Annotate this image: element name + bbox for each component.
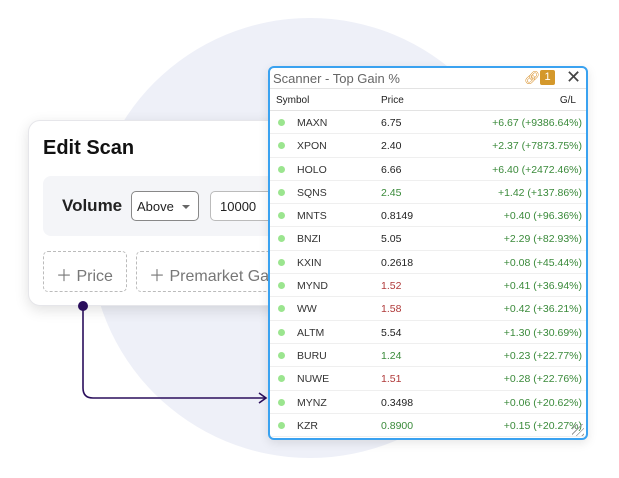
status-dot	[278, 142, 285, 150]
table-row[interactable]: WW 1.58 +0.42 (+36.21%)	[270, 297, 586, 321]
chevron-down-icon	[182, 205, 190, 209]
column-gl[interactable]: G/L	[559, 95, 576, 106]
table-row[interactable]: MYNZ 0.3498 +0.06 (+20.62%)	[270, 391, 586, 414]
symbol: KXIN	[297, 256, 322, 269]
symbol: BNZI	[297, 233, 321, 246]
table-row[interactable]: BURU 1.24 +0.23 (+22.77%)	[270, 344, 586, 368]
gain-loss: +0.06 (+20.62%)	[503, 396, 582, 409]
status-dot	[278, 258, 285, 266]
symbol: WW	[297, 303, 317, 316]
symbol: HOLO	[297, 163, 327, 176]
status-dot	[278, 421, 285, 429]
status-dot	[278, 375, 285, 383]
gain-loss: +0.41 (+36.94%)	[503, 280, 582, 293]
symbol: MYNZ	[297, 396, 327, 409]
symbol: NUWE	[297, 373, 330, 386]
link-icon[interactable]: 🔗︎	[524, 70, 541, 85]
price: 2.45	[381, 186, 402, 199]
column-headers: Symbol Price G/L	[270, 89, 586, 111]
scanner-rows: MAXN 6.75 +6.67 (+9386.64%) XPON 2.40 +2.37 (…	[270, 111, 586, 438]
symbol: BURU	[297, 349, 327, 362]
symbol: ALTM	[297, 326, 325, 339]
button-label: Price	[76, 268, 113, 285]
column-price[interactable]: Price	[381, 95, 404, 106]
symbol: KZR	[297, 419, 318, 432]
button-label: Premarket Ga	[169, 268, 270, 285]
comparator-value: Above	[137, 199, 174, 214]
price: 6.75	[381, 117, 402, 129]
status-dot	[278, 212, 285, 220]
link-group-badge[interactable]: 1	[540, 70, 555, 85]
symbol: MNTS	[297, 210, 327, 223]
add-premarket-gain-button[interactable]: ＋ Premarket Ga	[136, 251, 336, 292]
status-dot	[278, 351, 285, 359]
price: 6.66	[381, 163, 402, 176]
status-dot	[278, 188, 285, 196]
price: 0.3498	[381, 396, 414, 409]
panel-header: Scanner - Top Gain % 🔗︎ 1 ✕	[270, 68, 586, 89]
status-dot	[278, 119, 285, 126]
gain-loss: +1.30 (+30.69%)	[503, 326, 582, 339]
price: 0.8900	[381, 419, 414, 432]
plus-icon: ＋	[56, 268, 73, 285]
resize-grip[interactable]	[572, 424, 584, 436]
status-dot	[278, 282, 285, 290]
panel-title: Scanner - Top Gain %	[273, 71, 400, 86]
price: 1.51	[381, 373, 402, 386]
table-row[interactable]: MYND 1.52 +0.41 (+36.94%)	[270, 274, 586, 298]
price: 5.54	[381, 326, 402, 339]
table-row[interactable]: KXIN 0.2618 +0.08 (+45.44%)	[270, 251, 586, 275]
plus-icon: ＋	[149, 268, 166, 285]
table-row[interactable]: MNTS 0.8149 +0.40 (+96.36%)	[270, 204, 586, 228]
table-row[interactable]: KZR 0.8900 +0.15 (+20.27%)	[270, 414, 586, 438]
table-row[interactable]: NUWE 1.51 +0.28 (+22.76%)	[270, 367, 586, 391]
symbol: MAXN	[297, 117, 328, 129]
status-dot	[278, 305, 285, 313]
symbol: SQNS	[297, 186, 327, 199]
status-dot	[278, 328, 285, 336]
gain-loss: +0.40 (+96.36%)	[503, 210, 582, 223]
price: 1.24	[381, 349, 402, 362]
status-dot	[278, 235, 285, 243]
gain-loss: +6.40 (+2472.46%)	[492, 163, 582, 176]
gain-loss: +2.29 (+82.93%)	[503, 233, 582, 246]
price: 2.40	[381, 140, 402, 153]
table-row[interactable]: SQNS 2.45 +1.42 (+137.86%)	[270, 181, 586, 205]
table-row[interactable]: MAXN 6.75 +6.67 (+9386.64%)	[270, 111, 586, 135]
price: 1.52	[381, 280, 402, 293]
symbol: XPON	[297, 140, 327, 153]
gain-loss: +0.23 (+22.77%)	[503, 349, 582, 362]
add-price-button[interactable]: ＋ Price	[43, 251, 127, 292]
connector-line	[82, 306, 265, 399]
scanner-panel: Scanner - Top Gain % 🔗︎ 1 ✕ Symbol Price…	[268, 66, 588, 440]
price: 0.2618	[381, 256, 414, 269]
status-dot	[278, 398, 285, 406]
comparator-select[interactable]: Above	[131, 191, 199, 221]
filter-label: Volume	[62, 196, 123, 215]
close-icon[interactable]: ✕	[566, 67, 582, 87]
gain-loss: +0.08 (+45.44%)	[503, 256, 582, 269]
card-title: Edit Scan	[43, 137, 135, 159]
price: 5.05	[381, 233, 402, 246]
gain-loss: +6.67 (+9386.64%)	[492, 117, 582, 129]
gain-loss: +0.28 (+22.76%)	[503, 373, 582, 386]
gain-loss: +0.15 (+20.27%)	[503, 419, 582, 432]
table-row[interactable]: BNZI 5.05 +2.29 (+82.93%)	[270, 227, 586, 251]
column-symbol[interactable]: Symbol	[276, 95, 310, 106]
arrowhead-icon	[258, 392, 268, 404]
table-row[interactable]: ALTM 5.54 +1.30 (+30.69%)	[270, 321, 586, 344]
symbol: MYND	[297, 280, 328, 293]
status-dot	[278, 165, 285, 173]
price: 0.8149	[381, 210, 414, 223]
gain-loss: +0.42 (+36.21%)	[503, 303, 582, 316]
gain-loss: +1.42 (+137.86%)	[497, 186, 582, 199]
table-row[interactable]: HOLO 6.66 +6.40 (+2472.46%)	[270, 158, 586, 181]
table-row[interactable]: XPON 2.40 +2.37 (+7873.75%)	[270, 134, 586, 158]
gain-loss: +2.37 (+7873.75%)	[492, 140, 582, 153]
price: 1.58	[381, 303, 402, 316]
